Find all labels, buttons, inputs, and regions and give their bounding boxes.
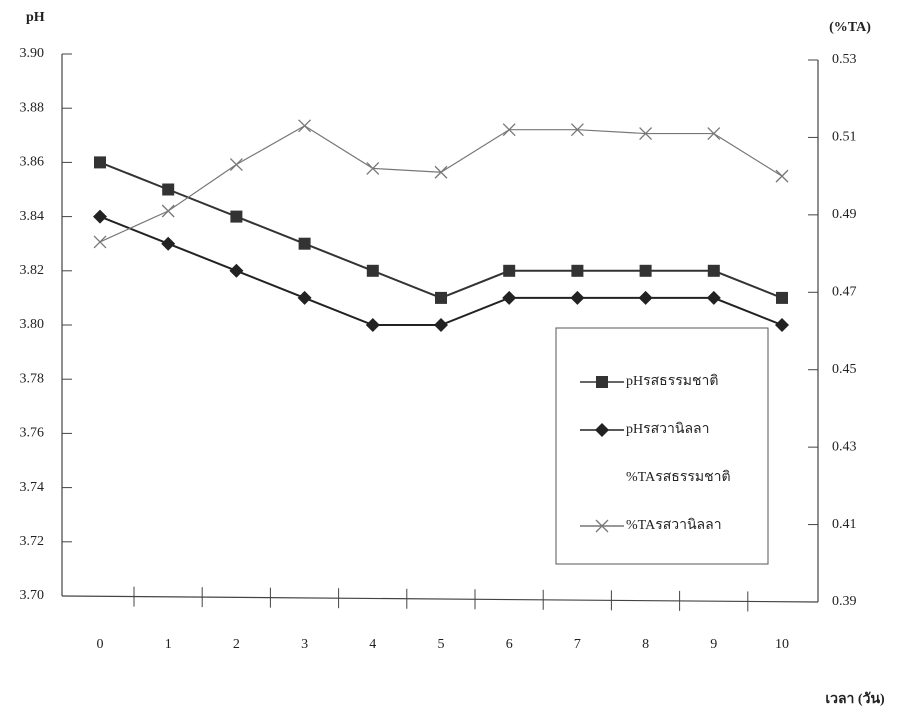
marker [776, 291, 788, 304]
y-tick-label: 3.78 [20, 371, 45, 386]
y2-tick-label: 0.51 [832, 130, 857, 145]
x-tick-label: 1 [165, 637, 172, 652]
marker [434, 165, 448, 179]
marker [775, 169, 789, 183]
marker [639, 127, 653, 141]
y-tick-label: 3.76 [20, 426, 45, 441]
x-tick-label: 6 [506, 637, 513, 652]
y-tick-label: 3.84 [20, 209, 45, 224]
x-tick-label: 2 [233, 637, 240, 652]
marker [638, 290, 653, 305]
marker [434, 318, 448, 332]
marker [229, 158, 243, 171]
marker [229, 263, 244, 278]
marker [502, 123, 516, 137]
y-tick-label: 3.88 [20, 100, 45, 115]
legend-label: %TAรสวานิลลา [626, 518, 722, 533]
y2-tick-label: 0.47 [832, 285, 857, 300]
y-tick-label: 3.82 [20, 263, 45, 278]
marker [570, 290, 585, 305]
y-tick-label: 3.70 [20, 588, 45, 603]
marker [639, 264, 652, 277]
legend-label: pHรสธรรมชาติ [626, 374, 718, 389]
y-tick-label: 3.74 [20, 480, 45, 495]
x-tick-label: 8 [642, 637, 649, 652]
marker [297, 290, 312, 305]
y2-tick-label: 0.41 [832, 517, 857, 532]
y2-tick-label: 0.45 [832, 362, 857, 377]
y2-tick-label: 0.49 [832, 207, 857, 222]
marker [230, 210, 243, 223]
marker [706, 290, 721, 305]
marker [435, 291, 447, 304]
marker [161, 204, 175, 218]
x-axis [61, 595, 819, 603]
x-tick-label: 7 [574, 637, 581, 652]
marker [366, 161, 380, 175]
marker [571, 264, 584, 277]
legend-label: pHรสวานิลลา [626, 422, 710, 437]
x-tick-label: 5 [438, 637, 445, 652]
y-tick-label: 3.90 [20, 46, 45, 61]
y2-tick-label: 0.39 [832, 594, 857, 609]
y2-axis-title: (%TA) [829, 20, 871, 35]
marker [775, 318, 789, 332]
x-tick-label: 3 [301, 637, 308, 652]
marker [298, 119, 312, 133]
marker [366, 264, 379, 277]
marker [707, 264, 720, 277]
x-axis-title: เวลา (วัน) [825, 691, 885, 707]
marker [94, 156, 106, 169]
marker [503, 264, 516, 277]
x-tick-label: 9 [710, 637, 717, 652]
marker [93, 235, 107, 249]
y-tick-label: 3.86 [20, 155, 45, 170]
x-tick-label: 4 [369, 637, 376, 652]
x-tick-label: 0 [97, 637, 104, 652]
marker [162, 183, 175, 196]
marker [707, 127, 721, 141]
marker [595, 519, 609, 533]
marker [93, 209, 107, 224]
y-tick-label: 3.72 [20, 534, 45, 549]
marker [502, 290, 517, 305]
y-axis-title: pH [26, 10, 45, 25]
marker [596, 376, 608, 388]
marker [161, 236, 176, 251]
y2-tick-label: 0.53 [832, 52, 857, 67]
marker [595, 423, 609, 437]
x-tick-label: 10 [775, 637, 789, 652]
marker [570, 123, 584, 137]
y2-tick-label: 0.43 [832, 439, 857, 454]
marker [298, 237, 311, 250]
marker [365, 318, 380, 332]
y-tick-label: 3.80 [20, 317, 45, 332]
legend-label: %TAรสธรรมชาติ [626, 470, 731, 485]
legend-box [555, 327, 769, 565]
